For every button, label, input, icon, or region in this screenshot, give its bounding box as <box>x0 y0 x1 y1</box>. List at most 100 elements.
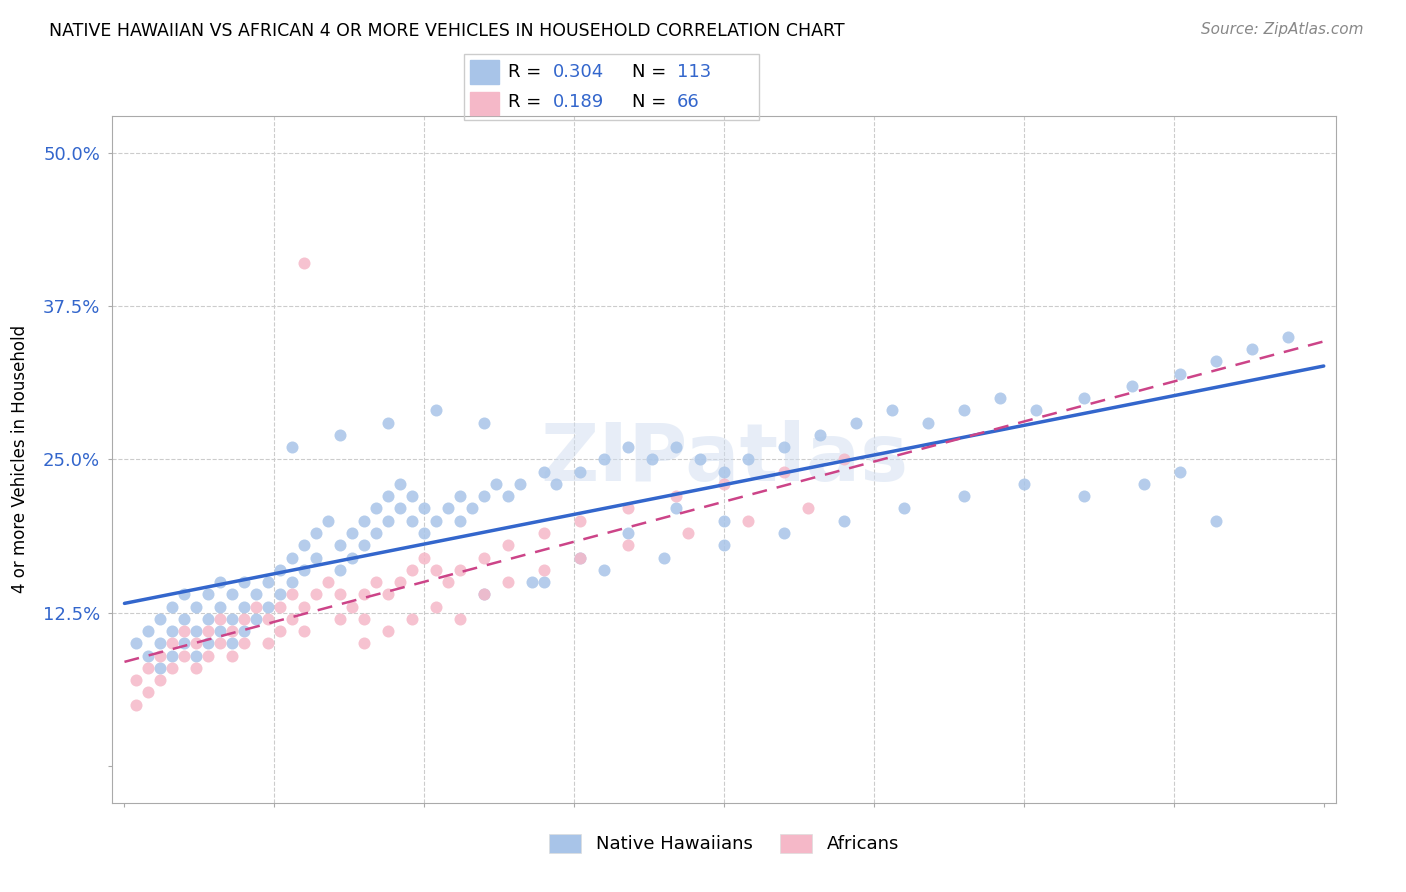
Point <box>342 599 364 614</box>
Point <box>569 550 592 565</box>
Point <box>449 514 471 528</box>
Point <box>305 550 328 565</box>
Point <box>162 661 184 675</box>
Point <box>413 526 436 541</box>
Text: 113: 113 <box>676 62 711 80</box>
Point <box>342 550 364 565</box>
Point <box>138 648 160 663</box>
Point <box>233 599 256 614</box>
Point <box>533 465 555 479</box>
Point <box>281 440 304 454</box>
Point <box>988 391 1011 405</box>
Point <box>353 612 375 626</box>
Point <box>485 476 508 491</box>
Point <box>569 465 592 479</box>
Point <box>233 624 256 639</box>
Point <box>773 465 796 479</box>
Point <box>209 636 232 650</box>
Point <box>377 514 399 528</box>
Text: N =: N = <box>633 94 672 112</box>
Point <box>125 636 148 650</box>
Point <box>329 612 352 626</box>
Point <box>125 673 148 688</box>
Point <box>773 440 796 454</box>
Point <box>472 416 495 430</box>
Point <box>472 587 495 601</box>
Point <box>617 501 640 516</box>
Point <box>893 501 915 516</box>
Point <box>149 673 172 688</box>
Point <box>689 452 711 467</box>
Point <box>641 452 664 467</box>
Point <box>389 501 412 516</box>
Point <box>496 538 519 552</box>
Point <box>1277 330 1299 344</box>
Point <box>425 403 447 417</box>
Point <box>233 574 256 589</box>
Point <box>472 489 495 503</box>
Point <box>366 574 388 589</box>
Point <box>496 574 519 589</box>
Point <box>665 501 688 516</box>
Bar <box>470 61 499 84</box>
Point <box>245 587 267 601</box>
Point <box>353 514 375 528</box>
Point <box>138 685 160 699</box>
Text: ZIPatlas: ZIPatlas <box>540 420 908 499</box>
Point <box>173 624 195 639</box>
Point <box>1073 489 1095 503</box>
Point <box>449 612 471 626</box>
Point <box>917 416 939 430</box>
Point <box>665 489 688 503</box>
Point <box>377 624 399 639</box>
Point <box>173 636 195 650</box>
Point <box>617 440 640 454</box>
Point <box>292 538 315 552</box>
Point <box>162 624 184 639</box>
Point <box>281 587 304 601</box>
Point <box>257 636 280 650</box>
Point <box>1205 354 1227 368</box>
Point <box>186 661 208 675</box>
Point <box>737 514 759 528</box>
Point <box>472 587 495 601</box>
Point <box>197 587 219 601</box>
Point <box>269 563 291 577</box>
Point <box>149 612 172 626</box>
Point <box>449 563 471 577</box>
Point <box>342 526 364 541</box>
Point <box>845 416 868 430</box>
Point <box>173 648 195 663</box>
Point <box>713 514 735 528</box>
Point <box>292 599 315 614</box>
Point <box>209 574 232 589</box>
Point <box>197 612 219 626</box>
Point <box>318 574 340 589</box>
Point <box>329 538 352 552</box>
Point <box>377 587 399 601</box>
Point <box>257 599 280 614</box>
Point <box>832 452 855 467</box>
Point <box>1168 465 1191 479</box>
Point <box>413 550 436 565</box>
Point <box>953 403 976 417</box>
Point <box>652 550 675 565</box>
Point <box>221 648 243 663</box>
Point <box>138 624 160 639</box>
Text: 66: 66 <box>676 94 699 112</box>
Point <box>269 599 291 614</box>
Point <box>269 624 291 639</box>
Point <box>1133 476 1156 491</box>
Point <box>401 563 423 577</box>
Point <box>449 489 471 503</box>
Point <box>292 256 315 270</box>
Point <box>1168 367 1191 381</box>
Point <box>366 526 388 541</box>
Point <box>1205 514 1227 528</box>
Point <box>353 587 375 601</box>
Point <box>1240 342 1263 356</box>
Point <box>138 661 160 675</box>
Point <box>713 538 735 552</box>
Point <box>437 574 460 589</box>
Point <box>233 612 256 626</box>
